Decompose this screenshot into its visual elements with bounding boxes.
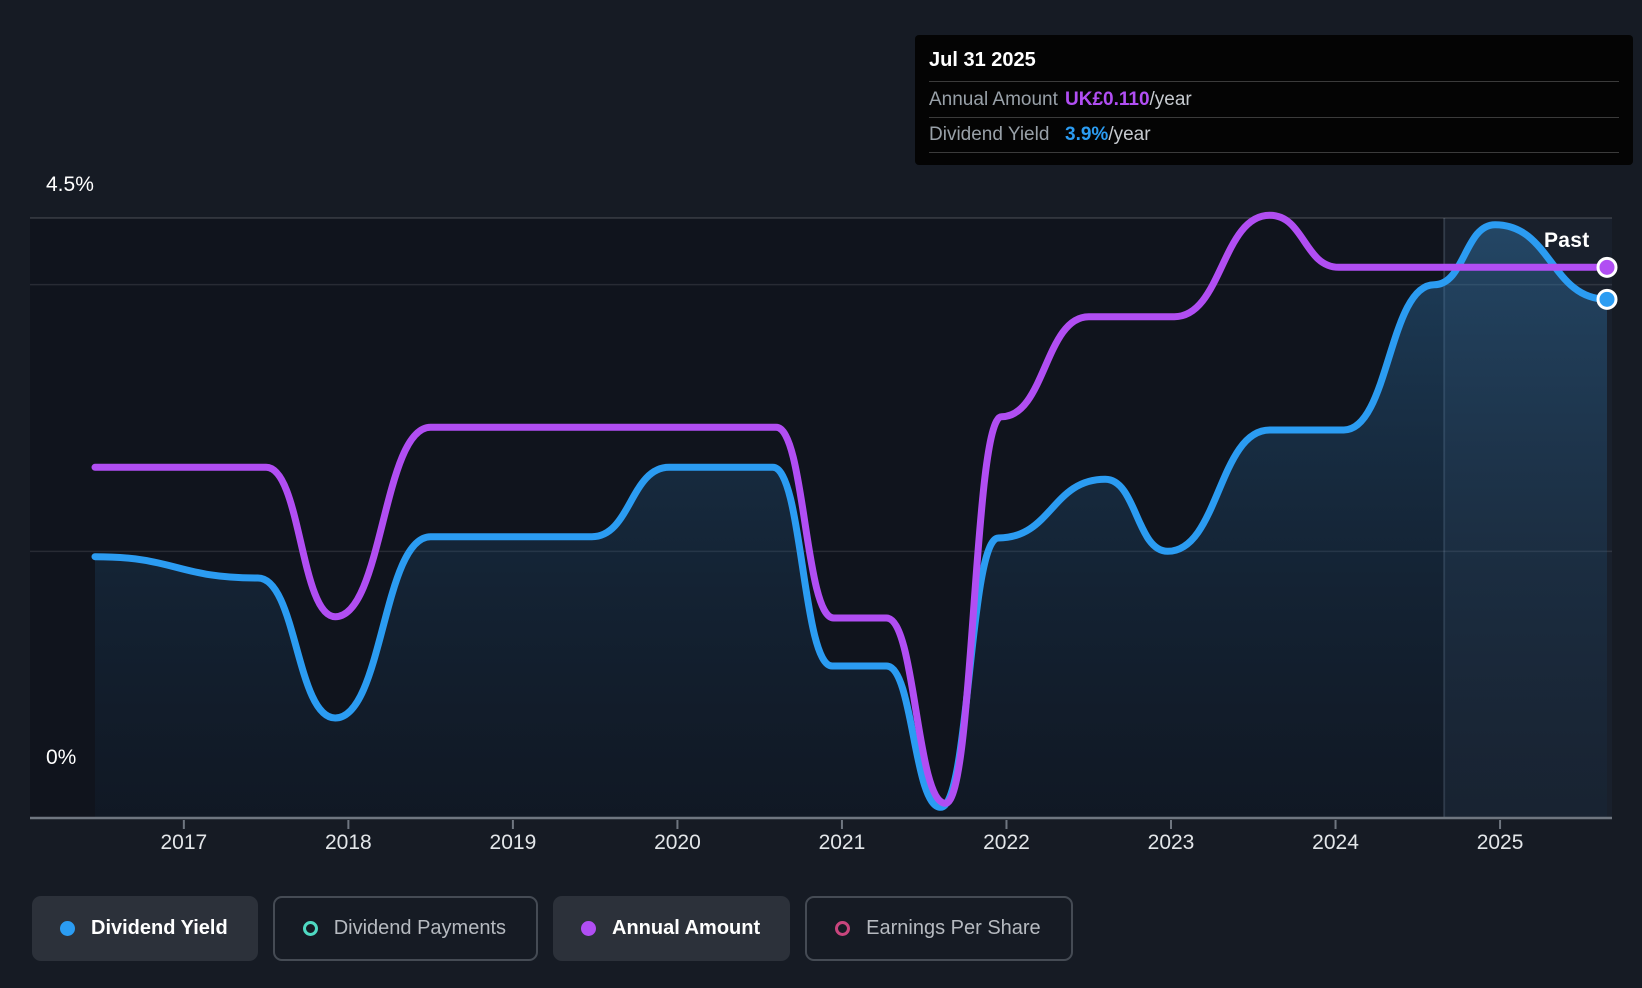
legend-toggle-dividend-payments[interactable]: Dividend Payments xyxy=(272,896,539,961)
tooltip-date: Jul 31 2025 xyxy=(929,49,1036,71)
x-axis-label-2023: 2023 xyxy=(1147,831,1195,854)
dividend-yield-line xyxy=(91,221,1611,811)
annual-amount-swatch-icon xyxy=(581,921,597,936)
legend-toggle-annual-amount[interactable]: Annual Amount xyxy=(553,896,791,961)
tooltip-suffix: /year xyxy=(1108,124,1151,145)
x-axis-label-2017: 2017 xyxy=(160,831,208,854)
tooltip-row-dividend-yield: Dividend Yield 3.9% /year xyxy=(929,117,1619,153)
x-axis-label-2024: 2024 xyxy=(1312,831,1359,854)
y-axis-label-max: 4.5% xyxy=(46,173,94,196)
y-axis-label-zero: 0% xyxy=(46,746,77,769)
x-axis-label-2018: 2018 xyxy=(325,831,372,854)
legend-label: Annual Amount xyxy=(612,917,761,939)
legend-toggle-earnings-per-share[interactable]: Earnings Per Share xyxy=(805,896,1073,961)
x-axis-label-2022: 2022 xyxy=(983,831,1030,854)
tooltip-value-annual-amount: UK£0.110 xyxy=(1065,88,1150,110)
tooltip-row-annual-amount: Annual Amount UK£0.110 /year xyxy=(929,81,1619,117)
x-axis-label-2025: 2025 xyxy=(1476,831,1524,854)
tooltip-value-dividend-yield: 3.9% xyxy=(1065,124,1109,145)
dividend-yield-end-marker xyxy=(1596,288,1618,310)
x-axis-label-2019: 2019 xyxy=(489,831,537,854)
dividend-yield-area xyxy=(95,224,1607,818)
x-axis-label-2020: 2020 xyxy=(654,831,701,854)
chart-legend: Dividend Yield Dividend Payments Annual Am… xyxy=(32,896,1073,961)
legend-label: Dividend Payments xyxy=(333,917,507,939)
legend-label: Earnings Per Share xyxy=(866,917,1041,939)
legend-label: Dividend Yield xyxy=(91,917,228,939)
dividend-yield-swatch-icon xyxy=(60,921,75,936)
tooltip-label: Dividend Yield xyxy=(929,124,1050,145)
annual-amount-line xyxy=(91,211,1611,807)
legend-toggle-dividend-yield[interactable]: Dividend Yield xyxy=(32,896,258,961)
tooltip-label: Annual Amount xyxy=(929,88,1058,110)
dividend-payments-swatch-icon xyxy=(302,921,318,936)
tooltip-suffix: /year xyxy=(1149,88,1192,110)
chart-tooltip: Jul 31 2025 Annual Amount UK£0.110 /year… xyxy=(915,35,1633,165)
earnings-per-share-swatch-icon xyxy=(835,921,851,936)
x-axis-label-2021: 2021 xyxy=(818,831,866,854)
annual-amount-end-marker xyxy=(1596,256,1618,278)
past-region-label: Past xyxy=(1544,229,1590,252)
